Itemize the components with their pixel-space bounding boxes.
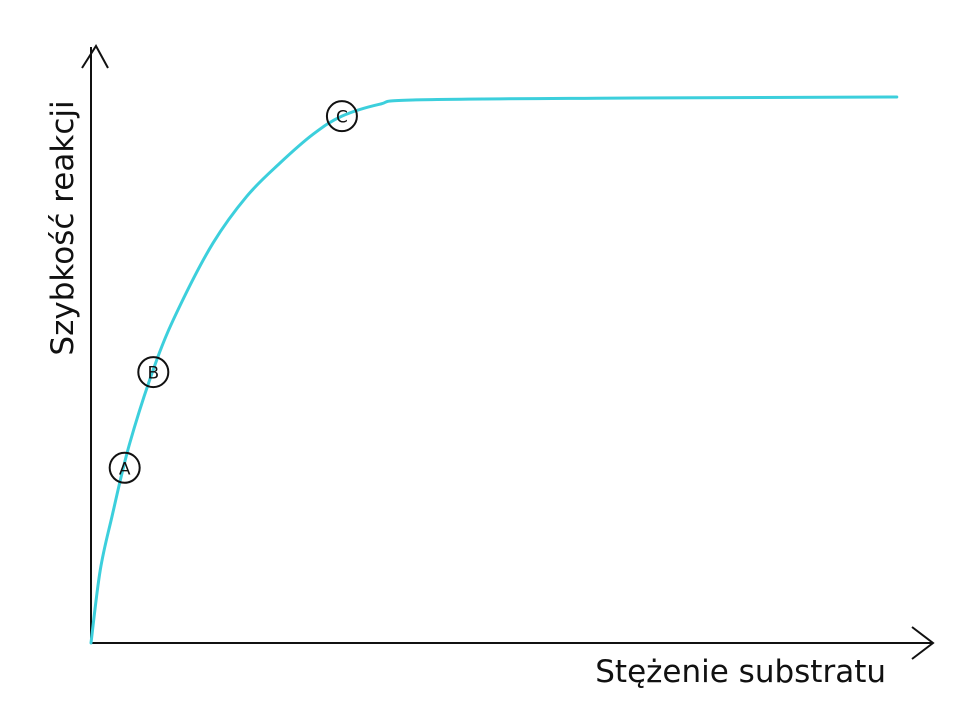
point-marker-a: A (108, 451, 141, 484)
x-axis (90, 626, 935, 660)
point-label: C (336, 108, 348, 128)
y-axis (81, 44, 109, 644)
y-axis-label: Szybkość reakcji (45, 100, 81, 355)
point-circle (108, 451, 141, 484)
y-axis-arrow-icon (81, 44, 109, 69)
point-label: B (147, 364, 159, 384)
x-axis-label: Stężenie substratu (595, 654, 886, 690)
point-circle (137, 356, 170, 389)
series-line (89, 95, 899, 645)
x-axis-arrow-icon (911, 626, 935, 660)
point-circle (325, 100, 358, 133)
point-marker-b: B (137, 356, 170, 389)
point-label: A (119, 459, 131, 479)
point-marker-c: C (325, 100, 358, 133)
